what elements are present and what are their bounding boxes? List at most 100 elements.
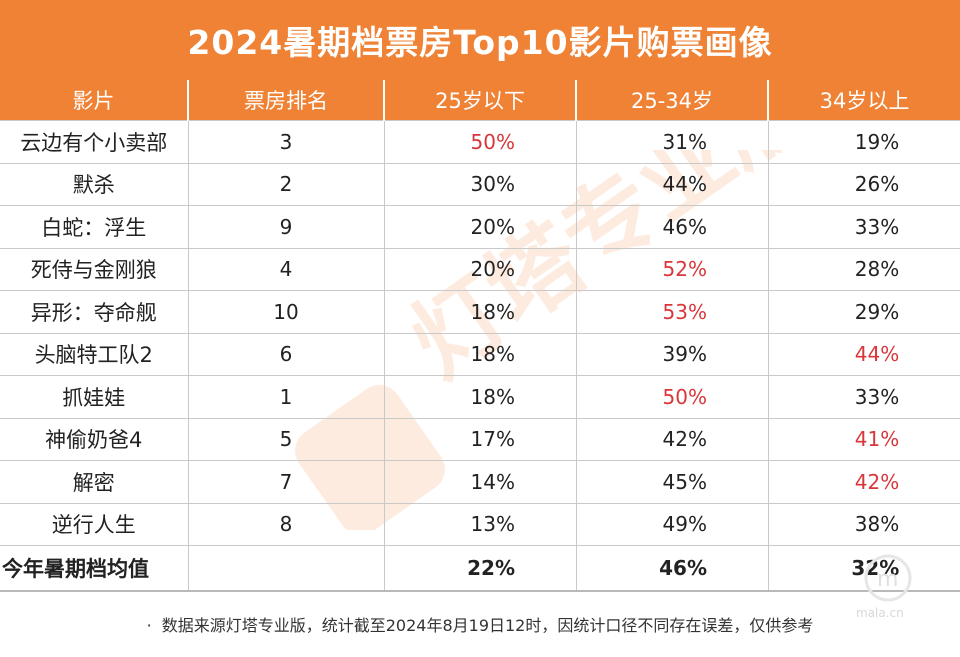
header-25-34: 25-34岁	[576, 80, 769, 121]
pct-cell-under25: 20%	[384, 205, 577, 249]
average-under25: 22%	[384, 545, 577, 592]
pct-cell-age25_34: 46%	[576, 205, 769, 249]
film-name-cell: 云边有个小卖部	[0, 120, 189, 164]
pct-cell-age25_34-value: 31%	[662, 129, 707, 154]
pct-cell-age25_34-value: 46%	[662, 214, 707, 239]
pct-cell-over34-value: 29%	[854, 299, 900, 324]
film-name-cell: 白蛇：浮生	[0, 205, 189, 249]
pct-cell-age25_34: 49%	[576, 503, 769, 546]
pct-cell-over34: 33%	[768, 375, 960, 419]
pct-cell-under25-value: 20%	[470, 214, 515, 239]
pct-cell-under25: 14%	[384, 460, 577, 504]
pct-cell-age25_34-value: 49%	[662, 512, 707, 537]
pct-cell-age25_34-value: 44%	[662, 172, 707, 197]
pct-cell-age25_34-value: 53%	[662, 299, 707, 324]
pct-cell-under25: 50%	[384, 120, 577, 164]
pct-cell-over34-value: 44%	[854, 342, 900, 367]
rank-cell: 8	[188, 503, 385, 546]
film-name-cell: 解密	[0, 460, 189, 504]
pct-cell-under25-value: 14%	[470, 469, 515, 494]
pct-cell-under25: 18%	[384, 375, 577, 419]
pct-cell-over34-value: 28%	[854, 257, 900, 282]
pct-cell-age25_34: 50%	[576, 375, 769, 419]
pct-cell-over34-value: 19%	[854, 129, 900, 154]
pct-cell-over34-value: 38%	[854, 512, 900, 537]
pct-cell-over34: 26%	[768, 163, 960, 206]
pct-cell-age25_34: 53%	[576, 290, 769, 334]
pct-cell-under25: 20%	[384, 248, 577, 291]
pct-cell-over34: 38%	[768, 503, 960, 546]
footnote: · 数据来源灯塔专业版，统计截至2024年8月19日12时，因统计口径不同存在误差…	[0, 612, 960, 642]
table-row: 默杀 2 30% 44% 26%	[0, 163, 960, 206]
pct-cell-age25_34-value: 50%	[662, 384, 707, 409]
average-age25_34-value: 46%	[659, 556, 707, 580]
bullet-icon: ·	[146, 616, 152, 635]
average-label: 今年暑期档均值	[0, 545, 189, 592]
pct-cell-over34: 19%	[768, 120, 960, 164]
pct-cell-over34: 44%	[768, 333, 960, 376]
pct-cell-under25-value: 18%	[470, 342, 515, 367]
pct-cell-under25-value: 50%	[470, 129, 515, 154]
table-row: 抓娃娃 1 18% 50% 33%	[0, 375, 960, 419]
rank-cell: 6	[188, 333, 385, 376]
average-over34: 32%	[768, 545, 960, 592]
pct-cell-over34-value: 26%	[854, 172, 900, 197]
rank-cell: 3	[188, 120, 385, 164]
table-row: 白蛇：浮生 9 20% 46% 33%	[0, 205, 960, 249]
average-over34-value: 32%	[851, 556, 900, 580]
rank-cell: 9	[188, 205, 385, 249]
table-row: 逆行人生 8 13% 49% 38%	[0, 503, 960, 546]
pct-cell-under25: 18%	[384, 333, 577, 376]
table-row: 云边有个小卖部 3 50% 31% 19%	[0, 120, 960, 164]
average-under25-value: 22%	[467, 556, 515, 580]
film-name-cell: 逆行人生	[0, 503, 189, 546]
pct-cell-under25-value: 18%	[470, 299, 515, 324]
table-row: 异形：夺命舰 10 18% 53% 29%	[0, 290, 960, 334]
pct-cell-under25: 30%	[384, 163, 577, 206]
pct-cell-age25_34: 45%	[576, 460, 769, 504]
pct-cell-age25_34: 52%	[576, 248, 769, 291]
pct-cell-age25_34-value: 52%	[662, 257, 707, 282]
pct-cell-over34-value: 33%	[854, 384, 900, 409]
rank-cell: 7	[188, 460, 385, 504]
rank-cell: 5	[188, 418, 385, 461]
pct-cell-over34: 28%	[768, 248, 960, 291]
pct-cell-under25: 18%	[384, 290, 577, 334]
table-body: 云边有个小卖部 3 50% 31% 19% 默杀 2 30% 44% 26% 白蛇：浮生 9 20% 46…	[0, 120, 960, 592]
film-name-cell: 抓娃娃	[0, 375, 189, 419]
rank-cell: 4	[188, 248, 385, 291]
film-name-cell: 头脑特工队2	[0, 333, 189, 376]
pct-cell-age25_34-value: 39%	[662, 342, 707, 367]
header-film: 影片	[0, 80, 189, 121]
film-name-cell: 神偷奶爸4	[0, 418, 189, 461]
data-table: 影片 票房排名 25岁以下 25-34岁 34岁以上 云边有个小卖部 3 50% 31…	[0, 80, 960, 592]
rank-cell: 1	[188, 375, 385, 419]
table-row: 头脑特工队2 6 18% 39% 44%	[0, 333, 960, 376]
average-row: 今年暑期档均值 22% 46% 32%	[0, 545, 960, 592]
rank-cell: 2	[188, 163, 385, 206]
pct-cell-over34: 41%	[768, 418, 960, 461]
header-row: 影片 票房排名 25岁以下 25-34岁 34岁以上	[0, 80, 960, 121]
pct-cell-under25-value: 17%	[470, 427, 515, 452]
table-row: 神偷奶爸4 5 17% 42% 41%	[0, 418, 960, 461]
page-title: 2024暑期档票房Top10影片购票画像	[0, 0, 960, 80]
pct-cell-under25: 13%	[384, 503, 577, 546]
header-under25: 25岁以下	[384, 80, 577, 121]
pct-cell-age25_34: 39%	[576, 333, 769, 376]
pct-cell-over34: 29%	[768, 290, 960, 334]
pct-cell-over34-value: 41%	[854, 427, 900, 452]
pct-cell-over34: 42%	[768, 460, 960, 504]
pct-cell-under25-value: 13%	[470, 512, 515, 537]
pct-cell-under25-value: 20%	[470, 257, 515, 282]
average-age25_34: 46%	[576, 545, 769, 592]
pct-cell-over34-value: 33%	[854, 214, 900, 239]
table-row: 解密 7 14% 45% 42%	[0, 460, 960, 504]
film-name-cell: 死侍与金刚狼	[0, 248, 189, 291]
pct-cell-over34-value: 42%	[854, 469, 900, 494]
header-rank: 票房排名	[188, 80, 385, 121]
table-row: 死侍与金刚狼 4 20% 52% 28%	[0, 248, 960, 291]
pct-cell-over34: 33%	[768, 205, 960, 249]
rank-cell: 10	[188, 290, 385, 334]
pct-cell-under25-value: 30%	[470, 172, 515, 197]
pct-cell-age25_34: 42%	[576, 418, 769, 461]
